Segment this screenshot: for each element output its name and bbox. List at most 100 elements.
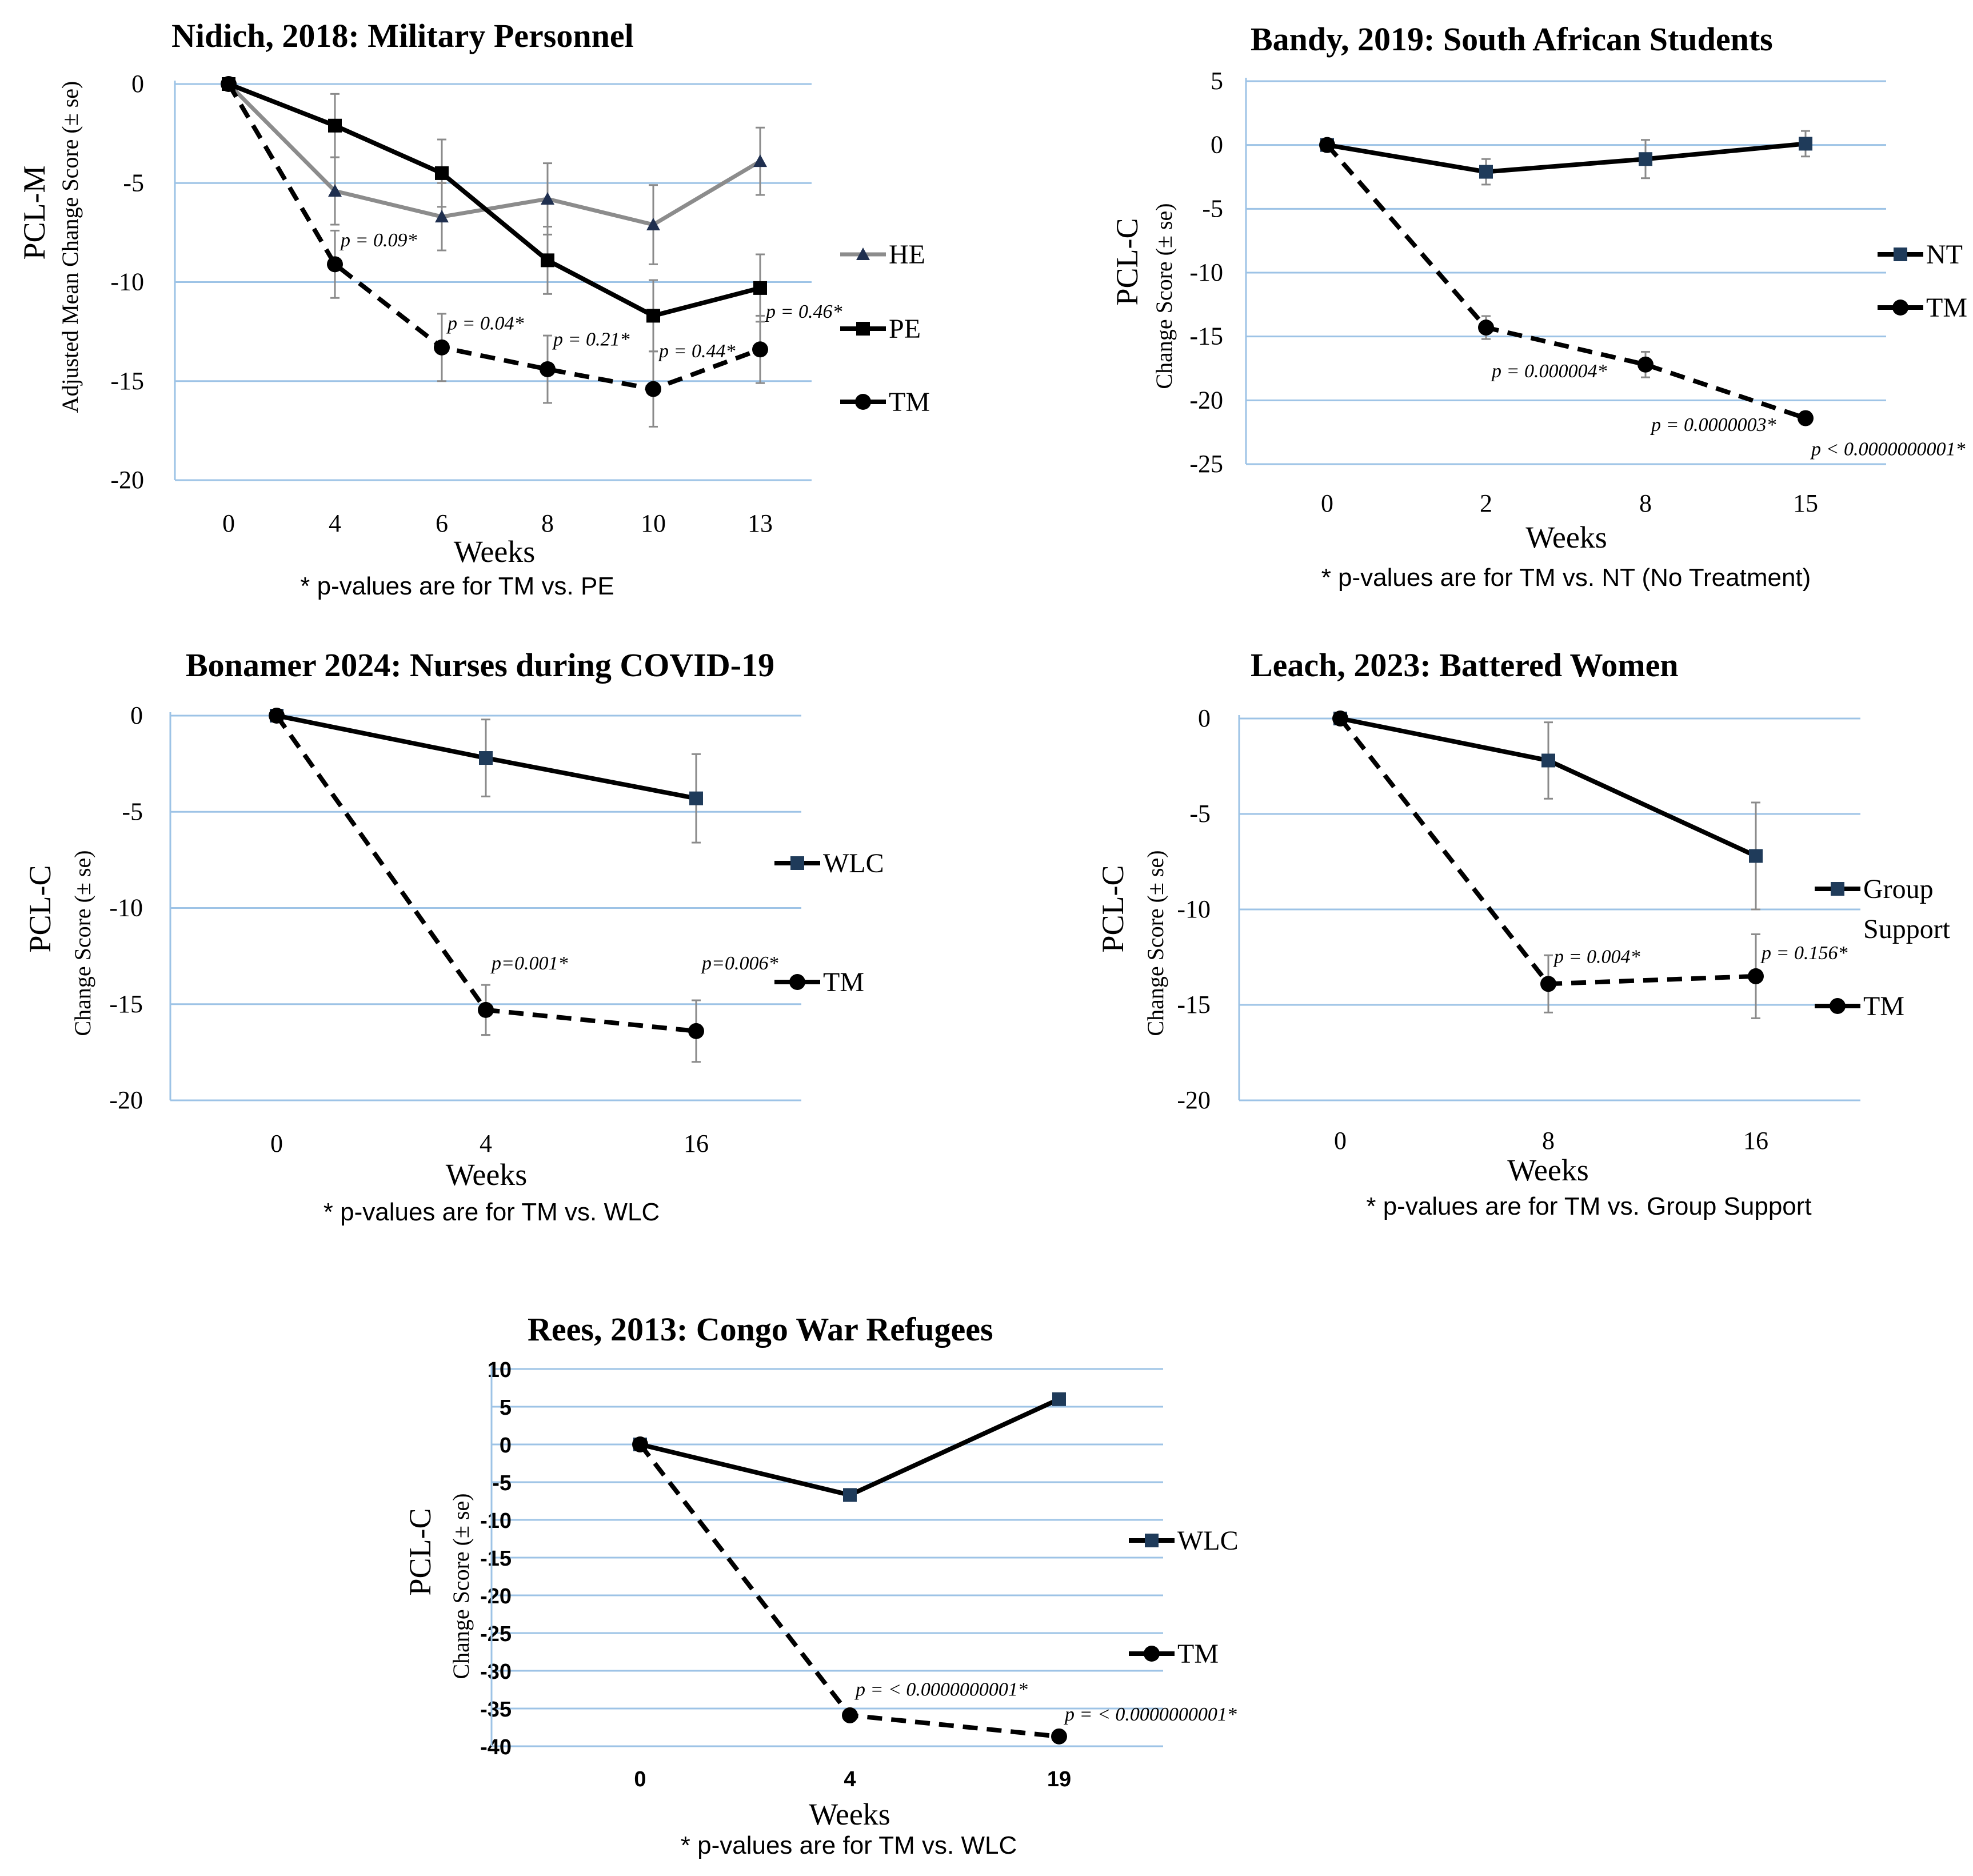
chart-nidich: Nidich, 2018: Military Personnel 0 -5 -10 -1…: [17, 17, 930, 600]
y-tick-label: -30: [480, 1660, 512, 1684]
y-tick-label: -5: [492, 1471, 512, 1495]
footnote: * p-values are for TM vs. PE: [300, 572, 614, 600]
data-point: [753, 154, 767, 167]
data-point: [1051, 1728, 1067, 1745]
y-tick-label: 5: [1211, 67, 1223, 95]
p-value-annotation: p=0.001*: [490, 953, 568, 974]
y-tick-label: -20: [109, 1086, 143, 1114]
legend-label: WLC: [823, 848, 884, 879]
x-tick-label: 16: [1743, 1127, 1768, 1155]
legend-label: WLC: [1177, 1526, 1239, 1556]
data-point: [1799, 137, 1812, 151]
data-point: [1637, 356, 1654, 373]
series-nt: [1320, 130, 1812, 186]
x-tick-label: 4: [480, 1129, 492, 1157]
series-tm: [632, 1436, 1067, 1745]
legend-marker: [856, 322, 870, 336]
data-point: [645, 381, 661, 397]
x-tick-label: 0: [222, 509, 235, 537]
p-value-annotation: p = 0.156*: [1760, 943, 1847, 964]
y-tick-label: -15: [1177, 991, 1211, 1019]
data-point: [541, 253, 554, 268]
x-axis-label: Weeks: [1507, 1153, 1589, 1187]
legend-marker: [1831, 882, 1844, 896]
y-tick-label: -10: [110, 268, 144, 296]
y-axis-sublabel: Change Score (± se): [448, 1493, 474, 1679]
legend-entry: WLC: [1129, 1526, 1239, 1556]
data-point: [479, 751, 493, 765]
p-value-annotation: p = 0.44*: [658, 341, 735, 362]
legend-label: TM: [1863, 991, 1904, 1021]
x-axis-label: Weeks: [454, 534, 536, 569]
y-tick-label: -10: [109, 894, 143, 922]
series-tm: [221, 76, 768, 428]
data-point: [1319, 137, 1335, 153]
footnote: * p-values are for TM vs. Group Support: [1366, 1192, 1811, 1220]
y-axis-label: PCL-C: [403, 1508, 437, 1595]
footnote: * p-values are for TM vs. WLC: [323, 1198, 660, 1226]
legend-entry: HE: [840, 240, 925, 270]
data-point: [328, 184, 342, 197]
x-tick-label: 0: [1334, 1127, 1347, 1155]
x-tick-label: 13: [748, 509, 773, 537]
data-point: [646, 218, 660, 231]
x-tick-label: 0: [1321, 489, 1333, 517]
chart-title: Rees, 2013: Congo War Refugees: [528, 1311, 993, 1348]
footnote: * p-values are for TM vs. NT (No Treatme…: [1321, 564, 1811, 592]
y-tick-label: -20: [480, 1584, 512, 1608]
y-tick-label: -10: [480, 1509, 512, 1533]
legend-entry: TM: [1878, 293, 1967, 323]
x-axis-label: Weeks: [809, 1797, 890, 1831]
p-value-annotation: p = 0.0000003*: [1650, 414, 1776, 436]
x-tick-label: 15: [1793, 489, 1818, 517]
legend-entry: TM: [1815, 991, 1904, 1021]
p-value-annotation: p = 0.04*: [446, 313, 524, 334]
data-point: [328, 118, 342, 133]
legend-label: HE: [889, 240, 925, 270]
y-tick-label: 0: [1211, 131, 1223, 159]
data-point: [842, 1707, 858, 1723]
y-axis-sublabel: Change Score (± se): [1143, 850, 1168, 1036]
legend-entry: NT: [1878, 240, 1963, 270]
x-axis-label: Weeks: [1525, 520, 1607, 554]
data-point: [327, 256, 343, 273]
series-tm: [1332, 711, 1764, 1019]
legend-label: PE: [889, 314, 921, 344]
chart-title: Leach, 2023: Battered Women: [1251, 646, 1679, 684]
chart-bonamer: Bonamer 2024: Nurses during COVID-19 0 -5 -…: [23, 646, 884, 1226]
y-tick-label: -25: [1189, 450, 1223, 478]
legend-marker: [790, 856, 804, 870]
y-tick-label: -40: [480, 1735, 512, 1759]
y-tick-label: 0: [131, 70, 144, 98]
legend-marker: [1144, 1646, 1160, 1662]
p-value-annotation: p = 0.004*: [1553, 947, 1640, 968]
p-value-annotation: p = 0.09*: [340, 230, 417, 251]
series-line: [640, 1397, 1060, 1498]
legend-label: NT: [1926, 240, 1963, 270]
y-tick-label: -5: [1202, 194, 1223, 222]
chart-rees: Rees, 2013: Congo War Refugees1050-5-10-…: [403, 1311, 1239, 1859]
y-tick-label: 5: [500, 1396, 512, 1420]
y-tick-label: -5: [123, 169, 144, 197]
legend-label: Support: [1863, 914, 1951, 944]
data-point: [688, 1023, 704, 1039]
legend-marker: [789, 974, 805, 990]
data-point: [1052, 1392, 1066, 1406]
y-tick-label: -20: [1177, 1086, 1211, 1114]
series-tm: [269, 708, 704, 1063]
x-tick-label: 6: [436, 509, 448, 537]
x-tick-label: 8: [1639, 489, 1652, 517]
y-tick-label: -10: [1177, 895, 1211, 923]
y-tick-label: -5: [122, 797, 143, 825]
data-point: [1541, 753, 1555, 768]
y-tick-label: -15: [480, 1547, 512, 1571]
y-axis-sublabel: Adjusted Mean Change Score (± se): [57, 81, 83, 413]
chart-title: Nidich, 2018: Military Personnel: [171, 17, 634, 54]
data-point: [689, 791, 703, 805]
data-point: [435, 166, 449, 180]
x-tick-label: 16: [684, 1129, 709, 1157]
data-point: [434, 339, 450, 356]
data-point: [1639, 152, 1652, 166]
x-tick-label: 10: [641, 509, 666, 537]
footnote: * p-values are for TM vs. WLC: [681, 1831, 1017, 1859]
